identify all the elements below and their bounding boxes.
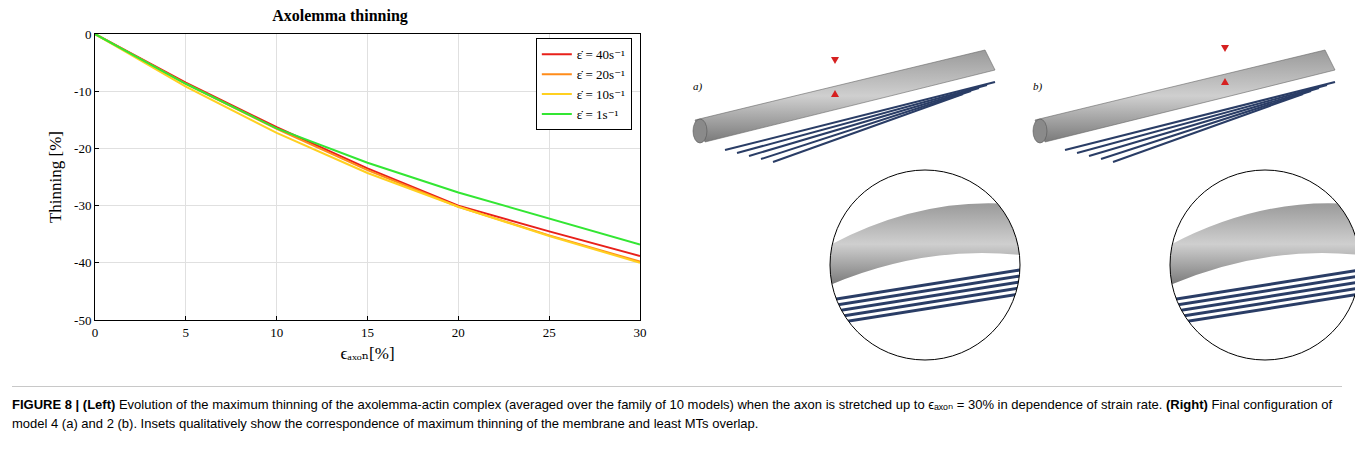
svg-text:a): a) (693, 80, 703, 93)
svg-text:15: 15 (361, 325, 374, 340)
svg-text:-20: -20 (74, 141, 91, 156)
svg-text:Thinning [%]: Thinning [%] (46, 131, 65, 223)
svg-text:ϵₐₓₒₙ[%]: ϵₐₓₒₙ[%] (340, 344, 394, 363)
svg-text:-10: -10 (74, 84, 91, 99)
svg-text:ε̇ = 40s⁻¹: ε̇ = 40s⁻¹ (577, 47, 625, 62)
svg-text:0: 0 (85, 27, 92, 42)
svg-text:-40: -40 (74, 255, 91, 270)
svg-text:5: 5 (183, 325, 190, 340)
svg-text:25: 25 (543, 325, 556, 340)
svg-text:ε̇ = 10s⁻¹: ε̇ = 10s⁻¹ (577, 87, 625, 102)
html-text:FIGURE 8 | (Left) Evolution of: FIGURE 8 | (Left) Evolution of the maxim… (12, 397, 1333, 431)
svg-text:-30: -30 (74, 198, 91, 213)
svg-text:-50: -50 (74, 313, 91, 328)
svg-text:Axolemma thinning: Axolemma thinning (272, 7, 408, 25)
svg-text:20: 20 (452, 325, 465, 340)
svg-text:10: 10 (270, 325, 283, 340)
svg-text:ε̇ = 20s⁻¹: ε̇ = 20s⁻¹ (577, 67, 625, 82)
svg-text:30: 30 (634, 325, 647, 340)
svg-text:ε̇ = 1s⁻¹: ε̇ = 1s⁻¹ (577, 107, 619, 122)
svg-text:b): b) (1033, 80, 1043, 93)
svg-text:0: 0 (92, 325, 99, 340)
